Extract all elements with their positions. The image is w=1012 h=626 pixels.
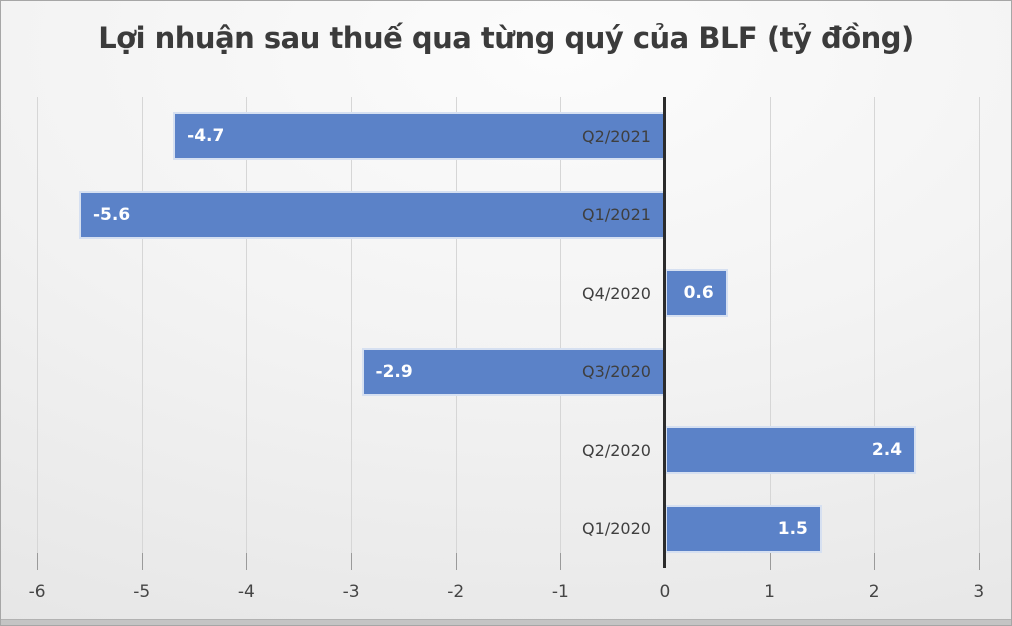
gridline bbox=[560, 97, 562, 568]
bar-category-label: Q4/2020 bbox=[582, 283, 651, 303]
x-tick-label: 0 bbox=[659, 582, 671, 602]
x-tick-label: -3 bbox=[342, 582, 360, 602]
bar: 0.6 bbox=[664, 269, 728, 318]
gridline bbox=[978, 97, 980, 568]
bar-category-label: Q2/2020 bbox=[582, 440, 651, 460]
axis-tick-mark bbox=[874, 553, 876, 570]
axis-tick-mark bbox=[351, 553, 353, 570]
bar: 2.4 bbox=[664, 426, 917, 475]
gridline bbox=[455, 97, 457, 568]
axis-tick-mark bbox=[560, 553, 562, 570]
bar-value-label: -2.9 bbox=[375, 361, 413, 382]
axis-tick-mark bbox=[455, 553, 457, 570]
x-tick-label: -1 bbox=[551, 582, 569, 602]
x-tick-label: -4 bbox=[237, 582, 255, 602]
gridline bbox=[141, 97, 143, 568]
x-tick-label: 2 bbox=[868, 582, 880, 602]
gridline bbox=[874, 97, 876, 568]
bar-value-label: -4.7 bbox=[187, 126, 225, 147]
x-tick-label: -6 bbox=[28, 582, 46, 602]
bar-category-label: Q2/2021 bbox=[582, 126, 651, 146]
axis-tick-mark bbox=[978, 553, 980, 570]
plot-area: -4.7 Q2/2021 -5.6 Q1/2021 0.6 Q4/2020 -2.9 Q3/2… bbox=[11, 97, 1005, 570]
bar-value-label: 2.4 bbox=[871, 440, 903, 461]
zero-axis-line bbox=[663, 97, 667, 568]
x-axis-tick-labels: -6 -5 -4 -3 -2 -1 0 1 2 3 bbox=[11, 582, 1005, 606]
bar-category-label: Q1/2021 bbox=[582, 205, 651, 225]
bar-category-label: Q1/2020 bbox=[582, 519, 651, 539]
x-tick-label: 3 bbox=[973, 582, 985, 602]
chart-title: Lợi nhuận sau thuế qua từng quý của BLF … bbox=[98, 21, 914, 55]
axis-tick-mark bbox=[141, 553, 143, 570]
axis-tick-mark bbox=[246, 553, 248, 570]
x-tick-label: 1 bbox=[764, 582, 775, 602]
gridline bbox=[37, 97, 39, 568]
window-bottom-edge bbox=[1, 619, 1011, 625]
bar-category-label: Q3/2020 bbox=[582, 362, 651, 382]
x-tick-label: -2 bbox=[447, 582, 465, 602]
x-tick-label: -5 bbox=[133, 582, 151, 602]
axis-tick-mark bbox=[37, 553, 39, 570]
bar-value-label: 0.6 bbox=[683, 283, 714, 304]
bar: -5.6 bbox=[79, 190, 665, 239]
bar-value-label: 1.5 bbox=[777, 518, 808, 539]
bar: 1.5 bbox=[664, 504, 822, 553]
gridline bbox=[769, 97, 771, 568]
bar: -2.9 bbox=[361, 347, 665, 396]
axis-tick-mark bbox=[769, 553, 771, 570]
bar-value-label: -5.6 bbox=[93, 204, 131, 225]
gridline bbox=[351, 97, 353, 568]
bar: -4.7 bbox=[173, 112, 665, 161]
gridline bbox=[246, 97, 248, 568]
